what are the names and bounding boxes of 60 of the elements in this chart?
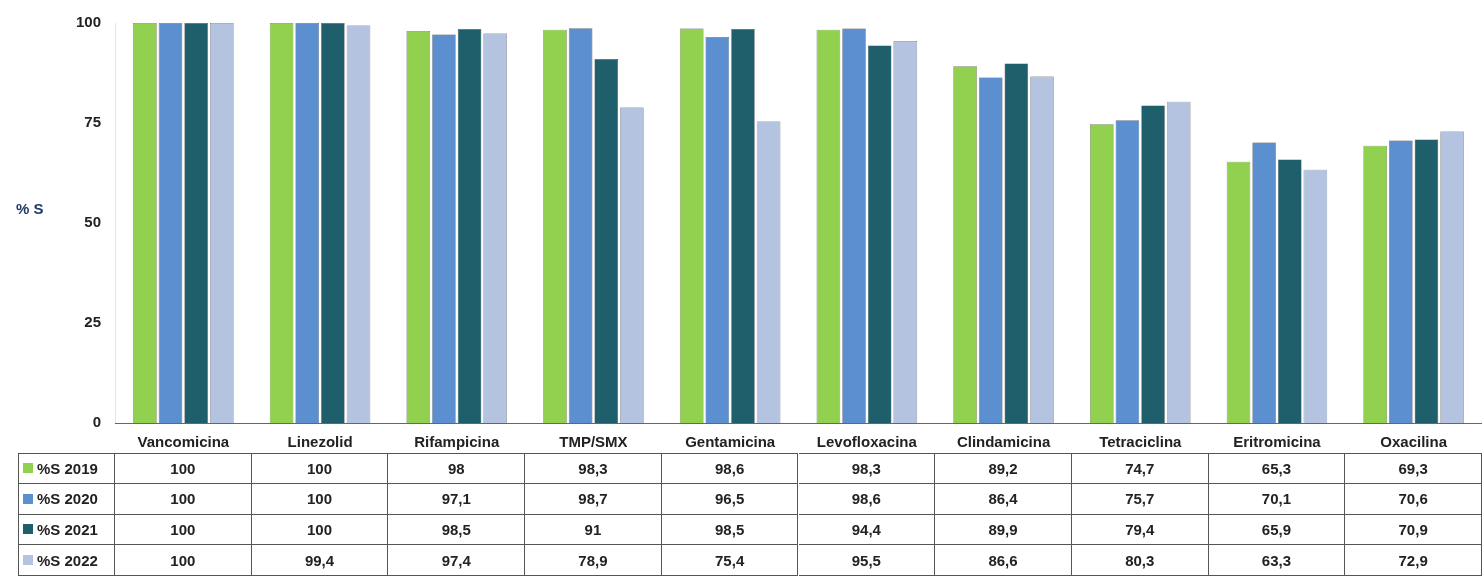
data-label: 70,6 xyxy=(1345,483,1482,515)
data-label: 69,3 xyxy=(1345,453,1482,484)
data-label: 95,5 xyxy=(798,545,936,576)
data-label: 70,9 xyxy=(1345,514,1482,546)
data-label: 94,4 xyxy=(798,514,936,546)
data-label: 100 xyxy=(115,453,252,484)
legend-label: %S 2022 xyxy=(18,545,115,576)
data-label: 86,4 xyxy=(935,483,1072,515)
legend-label: %S 2020 xyxy=(18,483,115,515)
x-tick-label: Clindamicina xyxy=(956,433,1051,451)
data-label: 89,9 xyxy=(935,514,1072,546)
data-label: 86,6 xyxy=(935,545,1072,576)
data-label: 78,9 xyxy=(525,545,662,576)
data-label: 79,4 xyxy=(1071,514,1209,546)
data-label: 100 xyxy=(115,545,252,576)
data-label: 97,4 xyxy=(388,545,526,576)
data-label: 75,4 xyxy=(661,545,799,576)
x-tick-label: Vancomicina xyxy=(137,433,230,451)
data-label: 98,5 xyxy=(388,514,526,546)
data-label: 70,1 xyxy=(1208,483,1346,515)
data-label: 98,6 xyxy=(798,483,936,515)
x-tick-label: Tetraciclina xyxy=(1099,433,1183,451)
data-label: 98,6 xyxy=(661,453,799,484)
y-tick-label: 50 xyxy=(84,213,101,231)
data-label: 65,3 xyxy=(1208,453,1346,484)
data-label: 89,2 xyxy=(935,453,1072,484)
data-label: 96,5 xyxy=(661,483,799,515)
data-label: 72,9 xyxy=(1345,545,1482,576)
legend-label: %S 2019 xyxy=(18,453,115,484)
data-label: 100 xyxy=(115,514,252,546)
data-label: 98,3 xyxy=(525,453,662,484)
x-tick-label: Gentamicina xyxy=(685,433,776,451)
data-label: 100 xyxy=(251,483,389,515)
data-label: 63,3 xyxy=(1208,545,1346,576)
data-label: 98 xyxy=(388,453,526,484)
data-label: 99,4 xyxy=(251,545,389,576)
x-tick-label: TMP/SMX xyxy=(559,433,628,451)
x-tick-label: Levofloxacina xyxy=(816,433,918,451)
data-label: 65,9 xyxy=(1208,514,1346,546)
data-label: 98,5 xyxy=(661,514,799,546)
data-label: 98,7 xyxy=(525,483,662,515)
data-label: 97,1 xyxy=(388,483,526,515)
y-tick-label: 75 xyxy=(84,113,101,131)
data-label: 74,7 xyxy=(1071,453,1209,484)
y-tick-label: 25 xyxy=(84,313,101,331)
x-tick-label: Linezolid xyxy=(287,433,353,451)
data-label: 91 xyxy=(525,514,662,546)
y-tick-label: 100 xyxy=(75,13,101,31)
data-label: 98,3 xyxy=(798,453,936,484)
x-tick-label: Rifampicina xyxy=(414,433,500,451)
y-tick-label: 0 xyxy=(92,413,101,431)
x-tick-label: Oxacilina xyxy=(1380,433,1448,451)
data-label: 100 xyxy=(251,514,389,546)
data-label: 80,3 xyxy=(1071,545,1209,576)
data-label: 100 xyxy=(115,483,252,515)
data-label: 75,7 xyxy=(1071,483,1209,515)
y-axis-title: % S xyxy=(16,200,44,217)
x-tick-label: Eritromicina xyxy=(1233,433,1322,451)
data-label: 100 xyxy=(251,453,389,484)
legend-label: %S 2021 xyxy=(18,514,115,546)
